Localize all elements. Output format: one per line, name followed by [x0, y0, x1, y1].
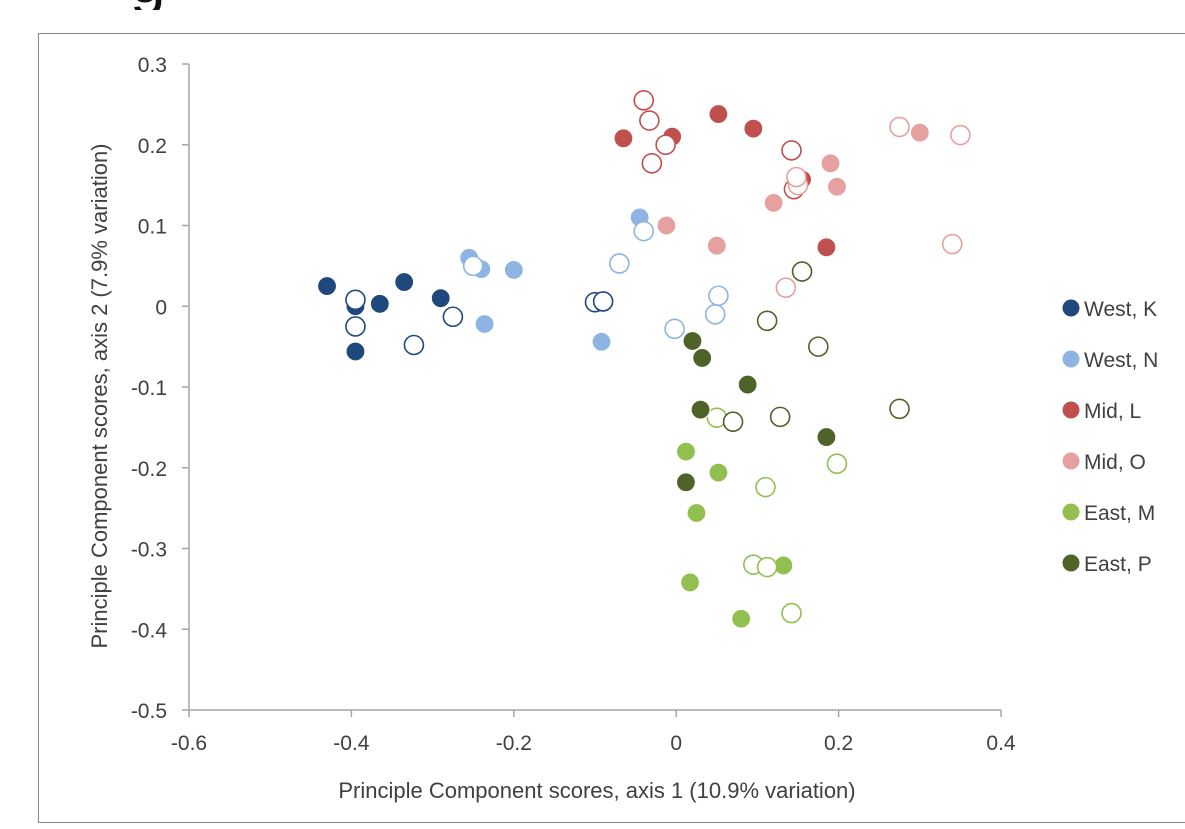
legend-label: East, P — [1084, 553, 1152, 576]
y-axis-label: Principle Component scores, axis 2 (7.9%… — [87, 143, 112, 648]
data-point — [756, 556, 778, 578]
data-point — [345, 316, 366, 337]
data-point — [474, 313, 495, 335]
data-point — [592, 291, 614, 312]
data-point — [690, 399, 711, 420]
data-point — [403, 334, 425, 356]
x-tick-label: 0 — [670, 732, 682, 755]
y-tick-label: -0.4 — [131, 619, 168, 642]
data-point — [781, 140, 802, 161]
legend: West, K West, N Mid, L Mid, O East, M East, P — [1062, 298, 1158, 576]
data-point — [706, 235, 727, 256]
data-point — [633, 220, 655, 242]
data-point — [503, 259, 524, 281]
x-tick-label: -0.6 — [171, 732, 207, 755]
data-point — [675, 441, 697, 462]
y-tick-label: -0.3 — [131, 539, 167, 562]
data-point — [826, 453, 848, 475]
x-tick-label: 0.2 — [824, 732, 853, 755]
data-point — [807, 336, 829, 357]
data-point — [609, 253, 630, 274]
data-point — [686, 502, 707, 524]
data-point — [591, 331, 612, 352]
legend-marker — [1062, 350, 1080, 368]
data-point — [394, 271, 415, 293]
data-point — [889, 398, 910, 420]
data-points — [316, 90, 971, 629]
data-point — [889, 116, 910, 138]
x-axis-label: Principle Component scores, axis 1 (10.9… — [338, 778, 855, 803]
data-point — [786, 166, 807, 188]
y-tick-label: 0 — [155, 296, 167, 319]
data-point — [826, 176, 848, 197]
data-point — [941, 233, 963, 255]
data-point — [633, 90, 655, 111]
data-point — [641, 153, 663, 174]
y-tick-label: -0.1 — [131, 377, 167, 400]
legend-marker — [1062, 554, 1080, 572]
legend-marker — [1062, 401, 1080, 419]
header-text-fragment: g — [130, 0, 162, 10]
data-point — [692, 347, 713, 369]
legend-marker — [1062, 503, 1080, 521]
legend-label: Mid, L — [1084, 400, 1141, 423]
legend-marker — [1062, 299, 1080, 317]
data-point — [781, 602, 802, 624]
data-point — [369, 293, 390, 314]
data-point — [755, 476, 776, 498]
axes: 0.3 0.2 0.1 0 -0.1 -0.2 -0.3 -0.4 -0.5-0.6 -0.4 -0… — [131, 54, 1016, 755]
data-point — [775, 277, 797, 298]
x-tick-label: 0.4 — [986, 732, 1016, 755]
data-point — [345, 341, 366, 362]
data-point — [708, 462, 729, 483]
data-point — [763, 192, 784, 213]
data-point — [345, 289, 366, 311]
legend-label: West, K — [1084, 298, 1157, 321]
data-point — [731, 608, 752, 629]
data-point — [769, 406, 791, 428]
scatter-chart: 0.3 0.2 0.1 0 -0.1 -0.2 -0.3 -0.4 -0.5-0.6 -0.4 -0… — [87, 54, 1158, 803]
data-point — [664, 318, 685, 340]
y-tick-label: 0.1 — [138, 216, 167, 239]
data-point — [708, 285, 729, 307]
data-point — [639, 110, 660, 131]
data-point — [430, 288, 451, 309]
data-point — [442, 306, 464, 328]
data-point — [613, 128, 634, 149]
data-point — [816, 237, 837, 258]
y-tick-label: 0.2 — [138, 135, 167, 158]
data-point — [722, 411, 744, 433]
data-point — [737, 374, 758, 395]
data-point — [656, 215, 677, 236]
y-tick-label: -0.2 — [131, 458, 167, 481]
data-point — [708, 103, 729, 125]
legend-label: Mid, O — [1084, 451, 1146, 474]
data-point — [816, 426, 837, 448]
legend-label: East, M — [1084, 502, 1155, 525]
data-point — [682, 330, 703, 352]
chart-frame: 0.3 0.2 0.1 0 -0.1 -0.2 -0.3 -0.4 -0.5 -0.6 -0.4 -0… — [38, 33, 1185, 823]
data-point — [704, 304, 726, 325]
data-point — [655, 134, 676, 156]
x-tick-label: -0.2 — [496, 732, 532, 755]
x-tick-label: -0.4 — [333, 732, 370, 755]
y-tick-label: -0.5 — [131, 700, 167, 723]
data-point — [316, 275, 338, 297]
data-point — [756, 310, 778, 332]
data-point — [679, 572, 701, 593]
data-point — [950, 124, 971, 146]
legend-marker — [1062, 452, 1080, 470]
data-point — [462, 255, 484, 277]
y-tick-label: 0.3 — [138, 54, 167, 77]
legend-label: West, N — [1084, 349, 1158, 372]
data-point — [791, 261, 813, 282]
data-point — [820, 153, 841, 174]
data-point — [675, 472, 697, 493]
data-point — [743, 118, 764, 139]
data-point — [909, 122, 930, 143]
